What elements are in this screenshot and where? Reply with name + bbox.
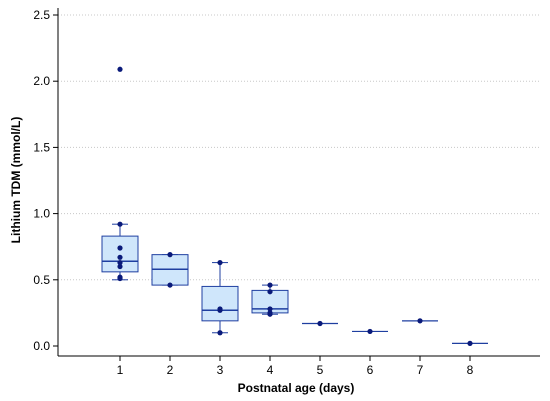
- x-tick-label: 1: [117, 363, 124, 377]
- data-point: [117, 66, 123, 72]
- box-group-day-1: [101, 66, 139, 282]
- data-point: [417, 318, 423, 324]
- box-group-day-5: [302, 320, 338, 327]
- data-point: [117, 259, 123, 266]
- y-tick-label: 0.5: [33, 273, 50, 287]
- y-tick-label: 2.5: [33, 8, 50, 22]
- x-tick-label: 8: [467, 363, 474, 377]
- data-point: [267, 311, 273, 317]
- data-point: [167, 282, 173, 288]
- data-point: [267, 289, 273, 295]
- x-ticks: 1 2 3 4 5 6 7 8: [117, 356, 474, 377]
- data-point: [167, 252, 173, 258]
- y-tick-label: 0.0: [33, 339, 50, 353]
- data-point: [367, 328, 373, 335]
- data-point: [217, 330, 223, 336]
- data-point: [117, 221, 123, 227]
- data-point: [217, 259, 223, 266]
- x-tick-label: 6: [367, 363, 374, 377]
- x-tick-label: 3: [217, 363, 224, 377]
- x-tick-label: 2: [167, 363, 174, 377]
- data-point: [117, 275, 123, 282]
- box-group-day-4: [251, 282, 289, 317]
- box-group-day-8: [452, 340, 488, 346]
- axes: [57, 8, 540, 357]
- x-tick-label: 5: [317, 363, 324, 377]
- y-tick-label: 1.5: [33, 140, 50, 154]
- y-ticks: 0.0 0.5 1.0 1.5 2.0 2.5: [33, 8, 58, 353]
- x-tick-label: 4: [267, 363, 274, 377]
- box-group-day-7: [402, 318, 438, 324]
- box-group-day-2: [151, 252, 189, 288]
- box-series: [101, 66, 488, 346]
- x-tick-label: 7: [417, 363, 424, 377]
- y-tick-label: 1.0: [33, 207, 50, 221]
- box-iqr: [101, 235, 139, 273]
- box-iqr: [201, 285, 239, 322]
- box-group-day-6: [352, 328, 388, 335]
- data-point: [117, 263, 123, 270]
- data-point: [217, 307, 223, 313]
- box-group-day-3: [201, 259, 239, 336]
- data-point: [117, 245, 123, 251]
- data-point: [317, 320, 323, 327]
- grid-lines: [58, 14, 540, 281]
- y-axis-title: Lithium TDM (mmol/L): [9, 117, 23, 244]
- data-point: [267, 282, 273, 288]
- data-point: [267, 306, 273, 312]
- data-point: [467, 340, 473, 346]
- x-axis-title: Postnatal age (days): [238, 381, 355, 395]
- data-point: [117, 254, 123, 260]
- y-tick-label: 2.0: [33, 74, 50, 88]
